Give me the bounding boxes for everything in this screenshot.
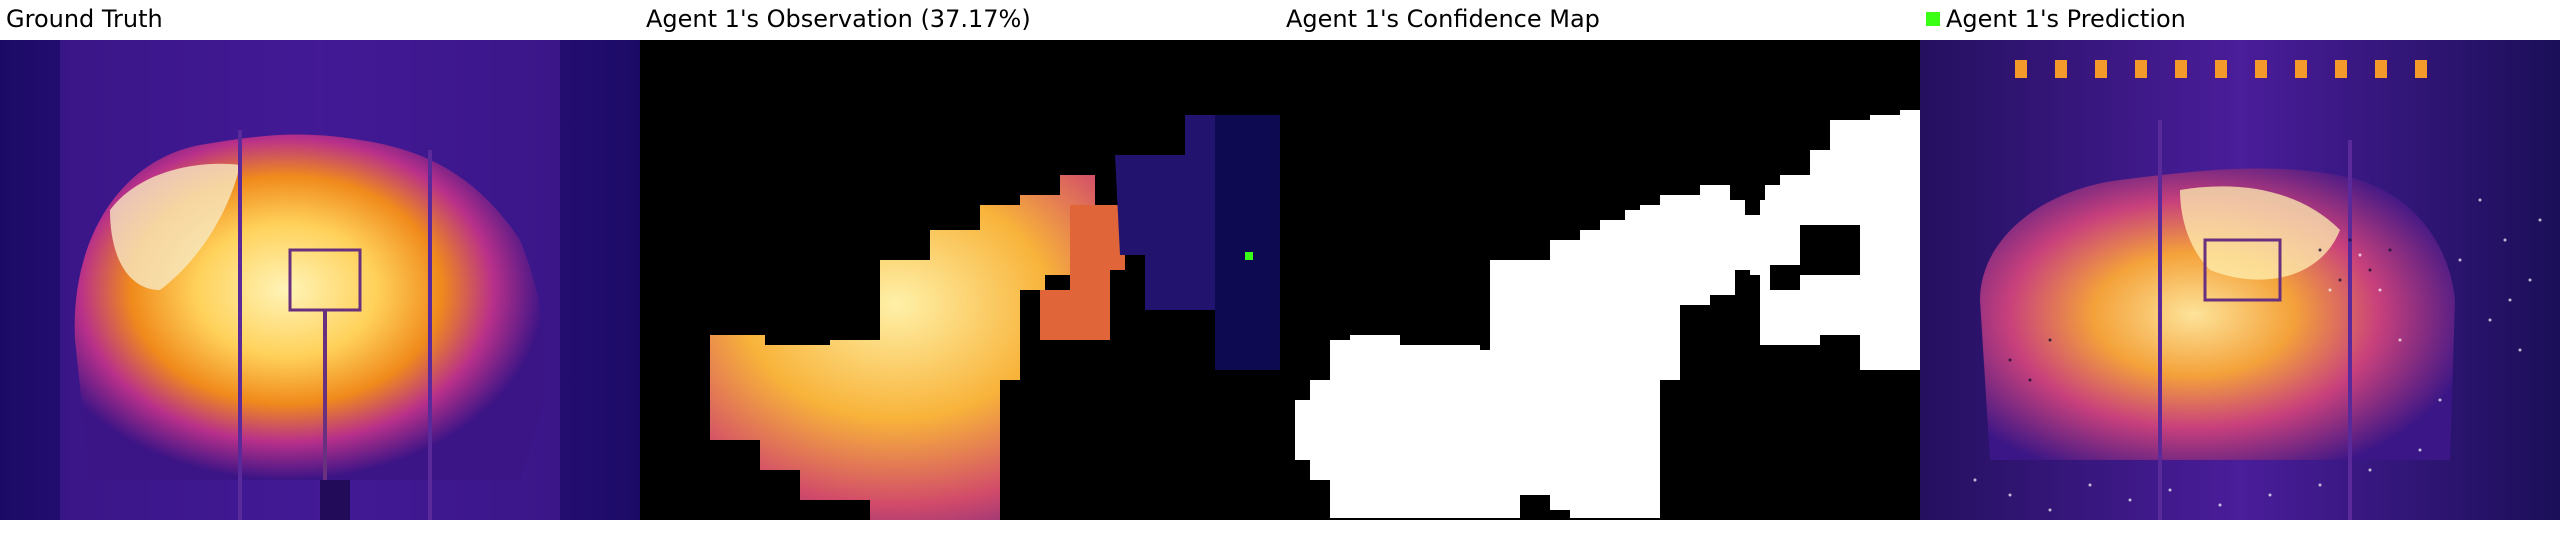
panel-title-ground-truth: Ground Truth (6, 5, 163, 33)
agent-position-marker (1245, 252, 1253, 260)
panel-title-observation: Agent 1's Observation (37.17%) (646, 5, 1031, 33)
panel-title-prediction: Agent 1's Prediction (1926, 2, 2186, 36)
top-flame-row (2015, 60, 2427, 78)
ground-truth-image (0, 40, 640, 520)
panel-prediction: Agent 1's Prediction (1920, 0, 2560, 520)
panel-ground-truth: Ground Truth (0, 0, 640, 520)
panel-confidence-map: Agent 1's Confidence Map (1280, 0, 1920, 520)
observation-image (640, 40, 1280, 520)
uncertainty-speckle (1973, 198, 2542, 512)
prediction-dark-speckle (2008, 238, 2392, 382)
green-square-icon (1926, 12, 1940, 26)
prediction-image (1920, 40, 2560, 520)
confidence-map-image (1280, 40, 1920, 520)
panel-title-confidence-map: Agent 1's Confidence Map (1286, 5, 1600, 33)
panel-observation: Agent 1's Observation (37.17%) (640, 0, 1280, 520)
panel-title-prediction-text: Agent 1's Prediction (1946, 5, 2186, 33)
